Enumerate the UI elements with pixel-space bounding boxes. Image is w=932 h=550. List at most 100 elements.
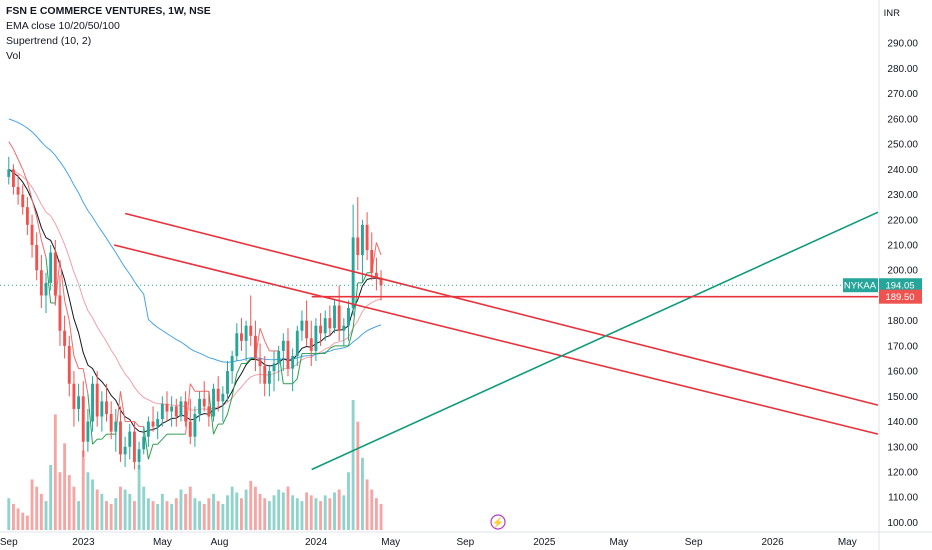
candle-body [374,272,378,278]
volume-bar [356,421,360,530]
indicator-supertrend[interactable]: Supertrend (10, 2) [6,35,92,47]
ticker-label: NYKAA [844,281,877,292]
candle-body [35,244,39,271]
supertrend-segment [222,413,228,425]
supertrend-segment [40,239,47,258]
supertrend-segment [101,433,107,440]
volume-bar [235,492,239,530]
symbol-title[interactable]: FSN E COMMERCE VENTURES, 1W, NSE [6,5,211,17]
volume-bar [16,508,20,530]
candle-body [137,449,141,462]
x-tick-label: May [381,537,400,548]
volume-bar [156,504,160,530]
volume-bar [146,498,150,530]
level-price-badge [879,289,922,304]
supertrend-segment [22,169,28,183]
volume-bar [91,479,94,530]
candle-body [328,318,332,329]
indicator-volume[interactable]: Vol [6,50,21,62]
volume-bar [360,457,364,530]
supertrend-segment [87,393,94,445]
volume-bar [77,501,81,530]
y-tick-label: 220.00 [887,215,918,226]
y-tick-label: 260.00 [887,114,918,125]
supertrend-segment [119,391,126,422]
volume-bar [39,493,43,530]
y-tick-label: 210.00 [887,240,918,251]
candle-body [184,401,188,422]
volume-bar [263,498,267,530]
volume-bar [328,498,332,530]
candle-body [258,358,262,367]
y-tick-label: 170.00 [887,341,918,352]
supertrend-segment [8,141,14,150]
x-tick-label: Aug [211,537,229,548]
y-tick-label: 110.00 [888,493,918,504]
candle-body [146,421,150,437]
volume-bar [21,512,25,530]
candle-body [63,330,67,346]
volume-bar [216,501,220,530]
volume-bar [128,493,132,530]
candle-body [360,224,364,256]
candle-body [11,169,15,187]
volume-bar [347,472,350,530]
volume-bar [188,486,192,530]
candle-body [188,421,192,437]
candle-body [44,282,48,296]
indicator-ema[interactable]: EMA close 10/20/50/100 [6,20,120,32]
supertrend-segment [157,438,163,445]
candle-body [119,421,122,455]
lightning-icon [490,514,506,530]
volume-bar [295,498,299,530]
x-tick-label: 2026 [762,537,785,548]
supertrend-segment [68,320,75,357]
volume-bar [132,501,136,530]
supertrend-segment [292,378,298,385]
candle-body [347,308,350,326]
candle-body [77,396,81,409]
volume-bar [281,492,285,530]
ticker-badge [843,278,878,293]
candle-body [207,406,211,417]
volume-bar [72,486,76,530]
volume-bar [337,489,341,530]
y-tick-label: 160.00 [887,367,918,378]
supertrend-segment [31,199,38,218]
volume-bar [165,501,169,530]
x-tick-label: 2024 [305,537,328,548]
candle-body [235,333,239,356]
y-tick-label: 120.00 [887,467,918,478]
candle-body [221,393,225,402]
supertrend-segment [185,383,191,435]
candle-body [53,252,57,296]
volume-bar [142,486,146,530]
volume-bar [314,498,318,530]
supertrend-segment [329,345,335,349]
volume-bar [160,493,164,530]
candle-body [16,186,20,195]
candles [7,156,383,470]
volume-bar [244,489,248,530]
volume-bar [277,489,281,530]
candle-body [291,355,295,369]
volume-bar [67,475,71,530]
candle-body [86,421,90,442]
currency-label: INR [883,8,900,19]
candle-body [67,345,71,384]
volume-bar [226,495,229,530]
candle-body [105,401,108,414]
candle-body [277,350,281,364]
volume-bar [95,489,99,530]
volume-bar [305,492,309,530]
candle-body [267,371,271,384]
y-tick-label: 280.00 [887,64,918,75]
red-trendline-upper [124,212,879,406]
volume-bars [7,400,383,530]
volume-bar [291,495,295,530]
volume-bar [174,498,178,530]
volume-bar [202,504,206,530]
candle-body [286,340,290,369]
candle-body [281,340,285,351]
